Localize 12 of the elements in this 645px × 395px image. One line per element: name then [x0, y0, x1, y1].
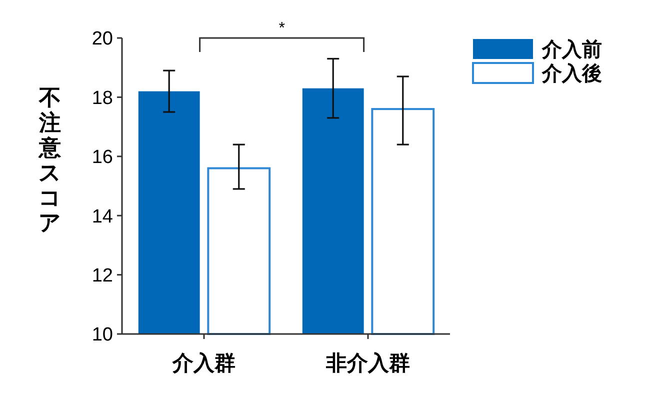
y-tick-label: 10 [92, 324, 113, 346]
y-tick-label: 18 [92, 88, 113, 109]
y-axis-title: 不注意スコア [38, 85, 62, 236]
y-tick-label: 20 [92, 28, 113, 50]
y-tick-label: 16 [92, 147, 113, 168]
legend-label: 介入後 [541, 62, 602, 85]
y-tick-label: 14 [92, 206, 114, 228]
x-tick-label: 非介入群 [325, 352, 410, 375]
y-tick-label: 12 [92, 265, 113, 286]
legend-label: 介入前 [541, 38, 602, 61]
text: * [278, 20, 285, 37]
x-tick-label: 介入群 [172, 352, 236, 375]
